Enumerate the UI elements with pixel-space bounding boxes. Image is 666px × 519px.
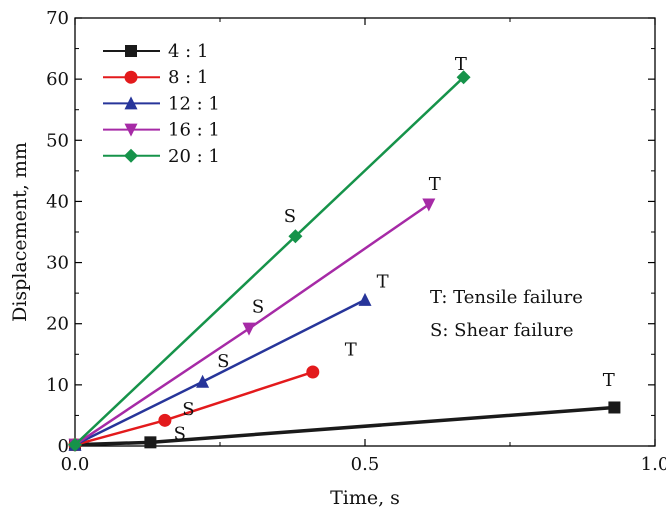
series-layer xyxy=(68,70,621,452)
y-tick-label: 0 xyxy=(58,436,69,457)
failure-annotation: S xyxy=(252,297,264,318)
legend-item: 16 : 1 xyxy=(103,120,220,141)
failure-annotation: T xyxy=(603,370,615,391)
x-tick-label: 0.5 xyxy=(351,454,380,475)
data-point xyxy=(196,374,210,388)
failure-annotation: S xyxy=(182,399,194,420)
y-tick-label: 50 xyxy=(46,130,69,151)
failure-annotation: T xyxy=(345,340,357,361)
legend: 4 : 1 8 : 1 12 : 1 16 : 1 20 : 1 xyxy=(103,41,220,167)
data-point xyxy=(358,292,372,306)
data-point xyxy=(158,413,172,427)
data-point xyxy=(124,96,138,110)
legend-label: 4 : 1 xyxy=(168,41,208,62)
x-tick-label: 1.0 xyxy=(641,454,666,475)
legend-item: 12 : 1 xyxy=(103,93,220,114)
plot-frame xyxy=(74,17,656,447)
legend-item: 8 : 1 xyxy=(103,67,208,88)
failure-legend-label: T: Tensile failure xyxy=(430,287,583,308)
legend-label: 12 : 1 xyxy=(168,93,220,114)
series-line xyxy=(74,298,366,446)
legend-label: 16 : 1 xyxy=(168,120,220,141)
x-tick-label: 0.0 xyxy=(61,454,90,475)
series-line xyxy=(74,76,465,446)
x-axis-label: Time, s xyxy=(330,487,400,509)
annotation-layer: T S T S T S T S T S xyxy=(174,54,615,444)
y-tick-label: 60 xyxy=(46,69,69,90)
legend-item: 4 : 1 xyxy=(103,41,208,62)
data-point xyxy=(456,70,471,85)
legend-item: 20 : 1 xyxy=(103,146,220,167)
data-point xyxy=(422,198,436,212)
data-point xyxy=(124,70,138,84)
series-0 xyxy=(69,401,621,451)
failure-legend-label: S: Shear failure xyxy=(430,320,574,341)
data-point xyxy=(124,123,138,137)
legend-label: 20 : 1 xyxy=(168,146,220,167)
y-tick-label: 10 xyxy=(46,375,69,396)
data-point xyxy=(125,45,137,57)
data-point xyxy=(288,229,303,244)
y-tick-label: 40 xyxy=(46,191,69,212)
failure-annotation: S xyxy=(174,423,186,444)
failure-annotation: T xyxy=(455,54,467,75)
data-point xyxy=(242,322,256,336)
failure-annotation: T xyxy=(377,272,389,293)
failure-type-legend: T: Tensile failure S: Shear failure xyxy=(430,287,583,341)
failure-annotation: S xyxy=(284,206,296,227)
plot-area: 0.0 0.5 1.0 0 10 20 30 40 50 60 70 xyxy=(46,8,666,475)
data-point xyxy=(68,437,82,452)
legend-label: 8 : 1 xyxy=(168,67,208,88)
failure-annotation: S xyxy=(217,351,229,372)
y-tick-label: 30 xyxy=(46,253,69,274)
series-3 xyxy=(68,198,436,452)
y-tick-label: 20 xyxy=(46,314,69,335)
y-axis-label: Displacement, mm xyxy=(9,142,31,322)
data-point xyxy=(144,436,157,449)
series-4 xyxy=(68,70,471,452)
data-point xyxy=(306,365,320,379)
y-tick-label: 70 xyxy=(46,8,69,29)
failure-annotation: T xyxy=(429,174,441,195)
data-point xyxy=(124,148,138,163)
data-point xyxy=(608,401,621,414)
